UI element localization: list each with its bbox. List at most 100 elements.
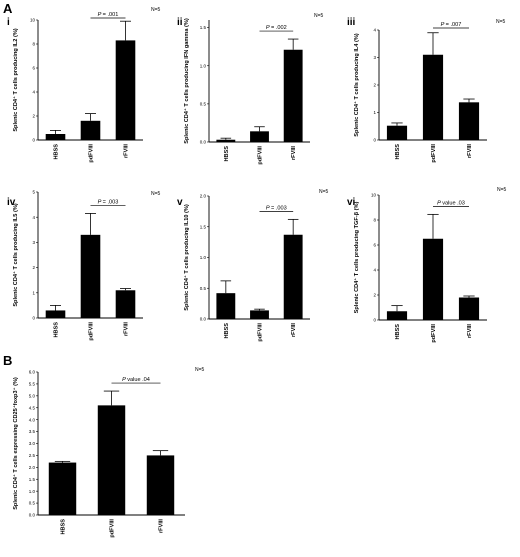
bar bbox=[386, 125, 408, 140]
y-tick-label: 10 bbox=[371, 193, 377, 198]
panel-letter-b: B bbox=[3, 353, 12, 368]
p-value-label: P = .001 bbox=[98, 12, 119, 18]
bar bbox=[283, 49, 303, 142]
y-tick-label: 2 bbox=[373, 83, 376, 88]
bar bbox=[97, 405, 126, 515]
y-tick-label: 10 bbox=[30, 18, 36, 23]
category-label: rFVIII bbox=[124, 322, 130, 336]
panel-letter-a: A bbox=[3, 1, 13, 16]
bar bbox=[80, 234, 101, 318]
y-tick-label: 1.5 bbox=[29, 477, 36, 482]
bar bbox=[422, 238, 444, 320]
bar bbox=[45, 134, 66, 140]
y-tick-label: 5.0 bbox=[29, 393, 36, 398]
y-tick-label: 0 bbox=[373, 138, 376, 143]
p-value-label: P = .002 bbox=[266, 25, 287, 31]
y-tick-label: 3.5 bbox=[29, 429, 36, 434]
category-label: pdFVIII bbox=[89, 322, 95, 341]
y-tick-label: 2 bbox=[373, 293, 376, 298]
category-label: pdFVIII bbox=[258, 146, 264, 165]
bar bbox=[146, 455, 175, 515]
bar bbox=[80, 120, 101, 140]
y-tick-label: 3 bbox=[32, 240, 35, 245]
bar bbox=[386, 311, 408, 320]
chart-3: 0 1 2 3 4 HBSS pdFVIII rFVIII Splenic CD4⁺ T cel… bbox=[347, 17, 506, 163]
subpanel-label: i bbox=[7, 17, 10, 28]
bar bbox=[216, 139, 236, 142]
n-label: N=5 bbox=[319, 189, 329, 195]
subpanel-label: v bbox=[177, 197, 183, 208]
chart-2: 0.0 0.5 1.0 1.5 HBSS pdFVIII rFVIII Splenic CD4… bbox=[177, 13, 324, 165]
y-axis-label: Splenic CD4⁺ T cells producing IL4 (%) bbox=[353, 33, 360, 136]
y-tick-label: 4.0 bbox=[29, 417, 36, 422]
y-tick-label: 5 bbox=[32, 190, 35, 195]
y-tick-label: 4.5 bbox=[29, 405, 36, 410]
y-tick-label: 0.5 bbox=[200, 286, 207, 291]
n-label: N=5 bbox=[497, 187, 507, 193]
category-label: rFVIII bbox=[159, 519, 165, 533]
category-label: rFVIII bbox=[291, 146, 297, 160]
p-value-label: P value .04 bbox=[122, 377, 150, 383]
category-label: HBSS bbox=[224, 323, 230, 339]
category-label: pdFVIII bbox=[431, 324, 437, 343]
bar bbox=[250, 131, 269, 142]
category-label: HBSS bbox=[54, 322, 60, 338]
y-tick-label: 6 bbox=[373, 243, 376, 248]
y-tick-label: 2.0 bbox=[29, 465, 36, 470]
chart-5: 0.0 0.5 1.0 1.5 2.0 HBSS pdFVIII rFVIII Splenic … bbox=[177, 189, 329, 342]
y-axis-label: Splenic CD4⁺ T cells producing TGF-β (%) bbox=[353, 202, 360, 314]
bar bbox=[250, 310, 269, 319]
y-tick-label: 0.5 bbox=[200, 101, 207, 106]
y-tick-label: 1.0 bbox=[29, 489, 36, 494]
y-tick-label: 0 bbox=[373, 318, 376, 323]
y-axis-label: Splenic CD4⁺ T cells expressing CD25⁺fox… bbox=[12, 377, 19, 510]
bar bbox=[216, 293, 236, 319]
bar bbox=[283, 234, 303, 319]
bar bbox=[48, 462, 77, 515]
bar bbox=[45, 310, 66, 318]
category-label: HBSS bbox=[54, 144, 60, 160]
subpanel-label: ii bbox=[177, 17, 183, 28]
y-tick-label: 0 bbox=[32, 138, 35, 143]
n-label: N=5 bbox=[195, 367, 205, 373]
subpanel-label: iv bbox=[7, 197, 16, 208]
y-tick-label: 8 bbox=[373, 218, 376, 223]
p-value-label: P value .03 bbox=[437, 200, 465, 206]
chart-4: 0 1 2 3 4 5 HBSS pdFVIII rFVIII Splenic CD4⁺ T ce… bbox=[7, 190, 161, 341]
y-tick-label: 0.0 bbox=[29, 513, 36, 518]
category-label: HBSS bbox=[395, 324, 401, 340]
category-label: rFVIII bbox=[291, 323, 297, 337]
y-tick-label: 4 bbox=[373, 28, 376, 33]
y-tick-label: 1.0 bbox=[200, 255, 207, 260]
y-tick-label: 6 bbox=[32, 66, 35, 71]
y-tick-label: 0.5 bbox=[29, 501, 36, 506]
y-axis-label: Splenic CD4⁺ T cells producing IL10 (%) bbox=[183, 204, 190, 311]
category-label: pdFVIII bbox=[89, 144, 95, 163]
y-axis-label: Splenic CD4⁺ T cells producing IFN gamma… bbox=[183, 18, 190, 144]
category-label: pdFVIII bbox=[258, 323, 264, 342]
n-label: N=5 bbox=[314, 13, 324, 19]
chart-1: 0 2 4 6 8 10 HBSS pdFVIII rFVIII Splenic CD4⁺ T c… bbox=[7, 7, 161, 163]
y-tick-label: 2 bbox=[32, 265, 35, 270]
y-tick-label: 6.0 bbox=[29, 370, 36, 375]
y-tick-label: 1.0 bbox=[200, 63, 207, 68]
y-tick-label: 1.5 bbox=[200, 224, 207, 229]
n-label: N=5 bbox=[496, 19, 506, 25]
y-tick-label: 4 bbox=[32, 215, 35, 220]
category-label: pdFVIII bbox=[431, 144, 437, 163]
subpanel-label: iii bbox=[347, 17, 356, 28]
category-label: HBSS bbox=[61, 519, 67, 535]
category-label: rFVIII bbox=[124, 144, 130, 158]
y-tick-label: 2.0 bbox=[200, 194, 207, 199]
y-tick-label: 5.5 bbox=[29, 382, 36, 387]
category-label: rFVIII bbox=[467, 324, 473, 338]
y-tick-label: 2 bbox=[32, 114, 35, 119]
p-value-label: P = .003 bbox=[266, 205, 287, 211]
bar bbox=[422, 54, 444, 140]
category-label: rFVIII bbox=[467, 144, 473, 158]
y-tick-label: 2.5 bbox=[29, 453, 36, 458]
n-label: N=5 bbox=[151, 7, 161, 13]
y-tick-label: 3 bbox=[373, 55, 376, 60]
chart-6: 0 2 4 6 8 10 HBSS pdFVIII rFVIII Splenic CD4⁺ T c… bbox=[347, 187, 507, 343]
